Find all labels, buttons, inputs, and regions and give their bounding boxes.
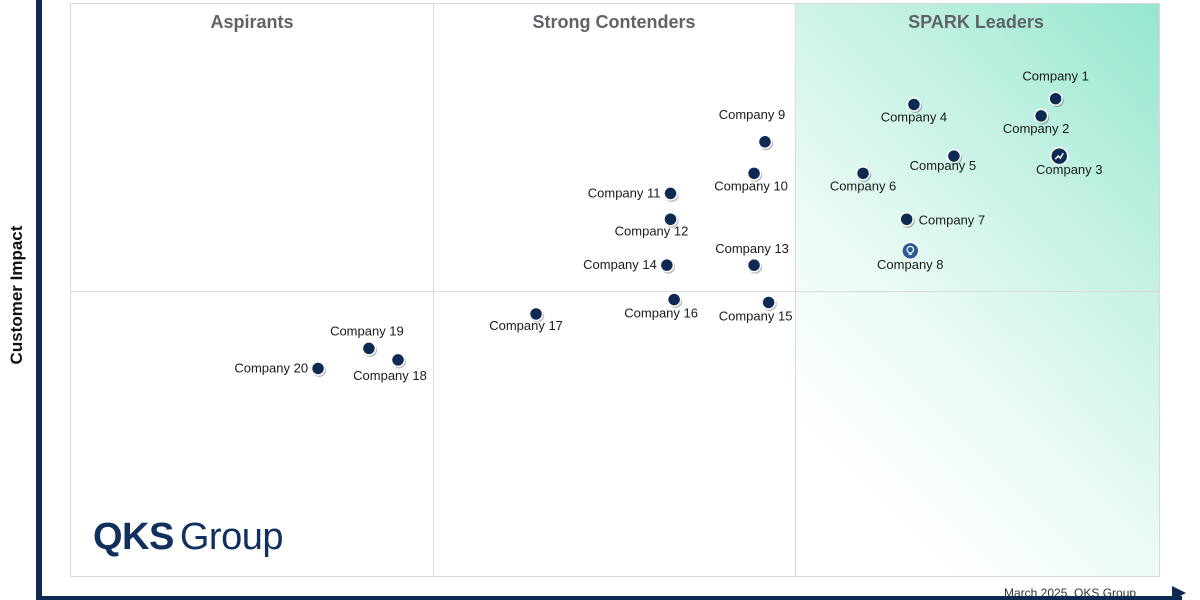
point-company-2: Company 2 [1003,108,1069,136]
dot-marker [666,292,682,307]
dot-marker [946,148,962,164]
point-label: Company 12 [615,223,689,238]
point-company-16: Company 16 [624,292,698,321]
point-label: Company 17 [489,318,563,333]
point-label: Company 9 [719,107,785,122]
point-label: Company 10 [714,178,788,193]
point-company-20: Company 20 [234,360,327,378]
point-company-19: Company 19 [330,323,404,357]
logo-light-text: Group [179,516,284,558]
dot-marker [663,212,678,227]
dot-marker [390,352,406,368]
quadrant-title-spark-leaders: SPARK Leaders [908,12,1044,32]
point-company-11: Company 11 [588,185,679,203]
dot-marker [855,166,871,181]
dot-marker [746,166,762,181]
point-company-7: Company 7 [899,212,985,228]
point-company-17: Company 17 [489,306,563,333]
point-label: Company 15 [719,308,793,323]
dot-marker [761,295,776,310]
dot-marker [746,257,762,273]
dot-marker [528,306,544,322]
lightbulb-icon [906,245,915,254]
point-label: Company 2 [1003,121,1069,136]
logo-bold-text: QKS [93,516,174,558]
quadrant-divider-1 [433,4,434,576]
point-company-10: Company 10 [714,166,788,193]
point-company-1: Company 1 [1022,69,1089,108]
point-company-14: Company 14 [583,257,676,274]
point-company-4: Company 4 [881,97,947,124]
point-label: Company 7 [919,212,985,227]
point-company-3: Company 3 [1036,146,1103,177]
quadrant-title-aspirants: Aspirants [210,12,294,32]
dot-marker [899,212,914,227]
point-company-13: Company 13 [715,241,789,274]
point-company-6: Company 6 [830,166,896,193]
dot-marker [757,134,773,150]
horizontal-divider [71,291,1159,292]
x-axis-arrow-icon [1172,586,1186,600]
dot-marker [361,341,377,356]
point-label: Company 19 [330,323,404,338]
dot-marker [659,257,675,273]
point-label: Company 11 [588,185,661,200]
y-axis-label: Customer Impact [7,225,26,365]
x-axis-bar [42,596,1182,600]
scatter-points: Company 1 Company 2 Company 3 Company 4 Comp… [234,69,1103,383]
trend-icon [1054,152,1064,160]
point-company-18: Company 18 [353,352,427,383]
dot-marker [1048,91,1063,106]
point-label: Company 3 [1036,162,1102,177]
y-axis-bar [36,0,42,600]
point-label: Company 4 [881,109,947,124]
quadrant-divider-2 [795,4,796,576]
point-label: Company 5 [910,158,976,173]
point-label: Company 1 [1022,69,1088,84]
point-label: Company 14 [583,257,657,272]
qks-group-logo: QKS Group [93,516,283,559]
quadrant-title-strong-contenders: Strong Contenders [532,12,696,32]
point-label: Company 18 [353,368,427,383]
dot-marker [310,361,326,376]
point-company-5: Company 5 [910,148,976,173]
bulb-marker-icon [901,241,920,261]
point-label: Company 13 [715,241,789,256]
dot-marker [906,97,922,112]
plot-area: Aspirants Strong Contenders SPARK Leader… [70,3,1160,577]
point-company-8: Company 8 [877,241,944,272]
dot-marker [1033,108,1049,124]
point-company-12: Company 12 [615,212,689,238]
leaders-highlight [795,4,1159,576]
point-label: Company 20 [234,360,308,375]
point-company-9: Company 9 [719,107,785,151]
point-label: Company 16 [624,306,698,321]
point-company-15: Company 15 [719,295,793,323]
point-label: Company 8 [877,257,943,272]
point-label: Company 6 [830,178,896,193]
dot-marker [663,186,678,201]
